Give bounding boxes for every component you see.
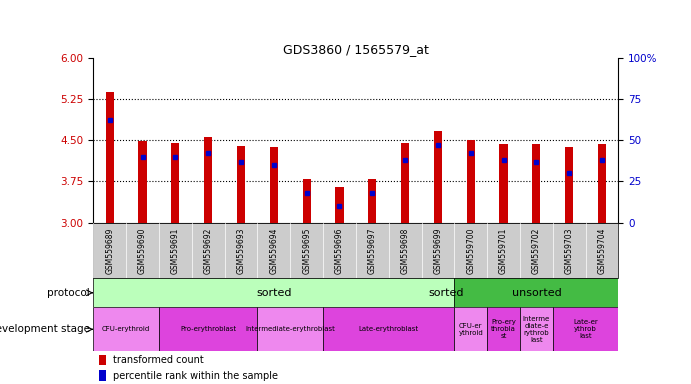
- Bar: [532, 144, 540, 223]
- Bar: [434, 131, 442, 223]
- Text: development stage: development stage: [0, 324, 90, 334]
- Bar: [99, 370, 106, 381]
- Text: CFU-er
ythroid: CFU-er ythroid: [458, 323, 483, 336]
- Title: GDS3860 / 1565579_at: GDS3860 / 1565579_at: [283, 43, 429, 56]
- Bar: [553, 307, 618, 351]
- Text: CFU-erythroid: CFU-erythroid: [102, 326, 150, 332]
- Bar: [401, 143, 409, 223]
- Bar: [335, 187, 343, 223]
- Bar: [487, 307, 520, 351]
- Bar: [106, 92, 114, 223]
- Text: protocol: protocol: [47, 288, 90, 298]
- Bar: [93, 307, 159, 351]
- Bar: [368, 179, 377, 223]
- Text: GSM559693: GSM559693: [236, 227, 245, 274]
- Text: GSM559689: GSM559689: [105, 227, 114, 273]
- Text: GSM559704: GSM559704: [598, 227, 607, 274]
- Bar: [455, 278, 618, 307]
- Text: GSM559696: GSM559696: [335, 227, 344, 274]
- Bar: [269, 147, 278, 223]
- Text: GSM559694: GSM559694: [269, 227, 278, 274]
- Text: GSM559699: GSM559699: [433, 227, 442, 274]
- Text: Pro-ery
throbla
st: Pro-ery throbla st: [491, 319, 516, 339]
- Bar: [520, 307, 553, 351]
- Bar: [466, 140, 475, 223]
- Text: sorted: sorted: [256, 288, 292, 298]
- Text: GSM559702: GSM559702: [532, 227, 541, 273]
- Text: Pro-erythroblast: Pro-erythroblast: [180, 326, 236, 332]
- Text: GSM559690: GSM559690: [138, 227, 147, 274]
- Text: percentile rank within the sample: percentile rank within the sample: [113, 371, 278, 381]
- Text: sorted: sorted: [428, 288, 464, 298]
- Text: GSM559691: GSM559691: [171, 227, 180, 273]
- Text: GSM559703: GSM559703: [565, 227, 574, 274]
- Text: Interme
diate-e
rythrob
last: Interme diate-e rythrob last: [523, 316, 550, 343]
- Text: GSM559700: GSM559700: [466, 227, 475, 274]
- Text: GSM559698: GSM559698: [401, 227, 410, 273]
- Bar: [171, 144, 180, 223]
- Text: Late-erythroblast: Late-erythroblast: [359, 326, 419, 332]
- Bar: [598, 144, 606, 223]
- Bar: [455, 307, 487, 351]
- Bar: [323, 307, 455, 351]
- Bar: [303, 179, 311, 223]
- Bar: [565, 147, 574, 223]
- Bar: [99, 355, 106, 365]
- Text: Late-er
ythrob
last: Late-er ythrob last: [574, 319, 598, 339]
- Bar: [500, 144, 508, 223]
- Text: unsorted: unsorted: [511, 288, 561, 298]
- Bar: [159, 307, 257, 351]
- Bar: [93, 278, 455, 307]
- Text: Intermediate-erythroblast: Intermediate-erythroblast: [245, 326, 335, 332]
- Bar: [138, 141, 146, 223]
- Bar: [237, 146, 245, 223]
- Text: GSM559692: GSM559692: [204, 227, 213, 273]
- Text: transformed count: transformed count: [113, 355, 204, 365]
- Bar: [204, 137, 212, 223]
- Bar: [257, 307, 323, 351]
- Text: GSM559701: GSM559701: [499, 227, 508, 273]
- Text: GSM559695: GSM559695: [302, 227, 311, 274]
- Text: GSM559697: GSM559697: [368, 227, 377, 274]
